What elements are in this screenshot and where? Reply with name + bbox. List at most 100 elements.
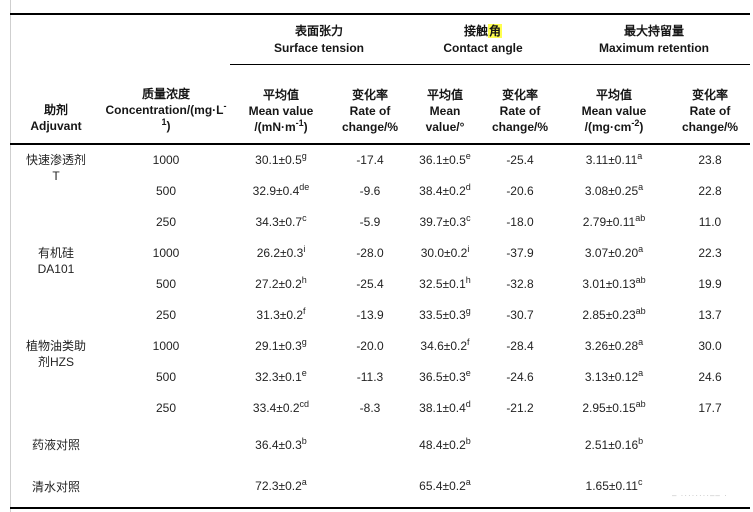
surface-tension-rate-cell: -11.3 xyxy=(356,370,384,384)
concentration-cell: 1000 xyxy=(152,153,180,167)
col-header-mr-mean: 平均值 Mean value/(mg·cm-2) xyxy=(558,64,670,145)
contact-angle-rate-cell: -30.7 xyxy=(506,308,534,322)
contact-angle-mean-cell: 38.4±0.2d xyxy=(419,182,471,199)
surface-tension-mean-cell: 72.3±0.2a xyxy=(255,477,307,494)
group-header-row: 助剂 Adjuvant 质量浓度 Concentration/(mg·L-1) 表面… xyxy=(10,14,751,145)
retention-mean-cell: 3.11±0.11a xyxy=(585,151,643,168)
group-label-cn: 最大持留量 xyxy=(624,23,685,38)
surface-tension-mean-cell: 32.9±0.4de xyxy=(252,182,310,199)
group-header-surface-tension: 表面张力 Surface tension xyxy=(230,14,408,65)
table-row: 250 31.3±0.2f -13.9 33.5±0.3g -30.7 2.85±0.23… xyxy=(10,300,750,331)
concentration-cell xyxy=(102,424,230,466)
surface-tension-mean-cell: 33.4±0.2cd xyxy=(252,399,310,416)
page-edge-line xyxy=(10,0,11,512)
surface-tension-mean-cell: 32.3±0.1e xyxy=(255,368,307,385)
contact-angle-rate-cell: -21.2 xyxy=(506,401,534,415)
contact-angle-mean-cell: 30.0±0.2i xyxy=(420,244,470,261)
table-row: 500 32.9±0.4de -9.6 38.4±0.2d -20.6 3.08±0.25… xyxy=(10,176,750,207)
table-header: 助剂 Adjuvant 质量浓度 Concentration/(mg·L-1) 表面… xyxy=(10,14,751,145)
contact-angle-mean-cell: 65.4±0.2a xyxy=(419,477,471,494)
retention-rate-cell: 11.0 xyxy=(698,215,722,229)
surface-tension-rate-cell: -20.0 xyxy=(356,339,384,353)
surface-tension-rate-cell: -28.0 xyxy=(356,246,384,260)
retention-rate-cell: 13.7 xyxy=(698,308,722,322)
contact-angle-rate-cell: -25.4 xyxy=(506,153,534,167)
contact-angle-mean-cell: 34.6±0.2f xyxy=(420,337,470,354)
table-row: 500 27.2±0.2h -25.4 32.5±0.1h -32.8 3.01±0.13… xyxy=(10,269,750,300)
surface-tension-rate-cell: -17.4 xyxy=(356,153,384,167)
retention-mean-cell: 3.01±0.13ab xyxy=(582,275,646,292)
col-header-mr-rate: 变化率 Rate of change/% xyxy=(670,64,751,145)
col-header-ca-mean: 平均值 Mean value/° xyxy=(408,64,482,145)
retention-rate-cell: 24.6 xyxy=(698,370,722,384)
adjuvant-name-cell: 快速渗透剂 T xyxy=(25,153,86,183)
table-row: 500 32.3±0.1e -11.3 36.5±0.3e -24.6 3.13±0.12… xyxy=(10,362,750,393)
retention-mean-cell: 2.95±0.15ab xyxy=(582,399,646,416)
surface-tension-mean-cell: 30.1±0.5g xyxy=(255,151,307,168)
group-label-en: Surface tension xyxy=(273,40,365,55)
results-table: 助剂 Adjuvant 质量浓度 Concentration/(mg·L-1) 表面… xyxy=(10,13,751,509)
group-label-cn: 表面张力 xyxy=(294,23,343,38)
concentration-cell xyxy=(102,466,230,508)
surface-tension-rate-cell: -25.4 xyxy=(356,277,384,291)
surface-tension-mean-cell: 31.3±0.2f xyxy=(256,306,306,323)
col-header-adjuvant: 助剂 Adjuvant xyxy=(10,14,102,145)
surface-tension-mean-cell: 27.2±0.2h xyxy=(255,275,307,292)
retention-rate-cell: 19.9 xyxy=(698,277,722,291)
concentration-cell: 250 xyxy=(155,401,177,415)
surface-tension-rate-cell: -8.3 xyxy=(359,401,381,415)
contact-angle-mean-cell: 33.5±0.3g xyxy=(419,306,471,323)
col-header-ca-rate: 变化率 Rate of change/% xyxy=(482,64,558,145)
group-label-en: Contact angle xyxy=(443,40,523,55)
retention-rate-cell xyxy=(670,466,750,508)
contact-angle-rate-cell: -37.9 xyxy=(506,246,534,260)
contact-angle-mean-cell: 39.7±0.3c xyxy=(419,213,471,230)
concentration-cell: 500 xyxy=(155,184,177,198)
retention-rate-cell: 22.8 xyxy=(698,184,722,198)
retention-rate-cell: 17.7 xyxy=(698,401,722,415)
table-row: 植物油类助 剂HZS 1000 29.1±0.3g -20.0 34.6±0.2f -28.… xyxy=(10,331,750,370)
contact-angle-rate-cell xyxy=(482,424,558,466)
table-row: 有机硅 DA101 1000 26.2±0.3i -28.0 30.0±0.2i -37.9… xyxy=(10,238,750,277)
concentration-cell: 250 xyxy=(155,308,177,322)
col-header-st-rate: 变化率 Rate of change/% xyxy=(332,64,408,145)
contact-angle-mean-cell: 32.5±0.1h xyxy=(419,275,471,292)
retention-mean-cell: 3.13±0.12a xyxy=(584,368,644,385)
table-row: 250 33.4±0.2cd -8.3 38.1±0.4d -21.2 2.95±0.15… xyxy=(10,393,750,424)
surface-tension-mean-cell: 26.2±0.3i xyxy=(256,244,306,261)
group-header-max-retention: 最大持留量 Maximum retention xyxy=(558,14,751,65)
contact-angle-rate-cell: -24.6 xyxy=(506,370,534,384)
concentration-cell: 500 xyxy=(155,277,177,291)
retention-rate-cell: 22.3 xyxy=(698,246,722,260)
group-label-en: Maximum retention xyxy=(599,40,710,55)
surface-tension-rate-cell: -5.9 xyxy=(359,215,381,229)
retention-mean-cell: 2.79±0.11ab xyxy=(582,213,646,230)
adjuvant-name-cell: 植物油类助 剂HZS xyxy=(25,339,86,369)
adjuvant-name-cell: 清水对照 xyxy=(31,479,80,494)
retention-rate-cell: 23.8 xyxy=(698,153,722,167)
retention-mean-cell: 2.85±0.23ab xyxy=(582,306,646,323)
group-header-contact-angle: 接触角 Contact angle xyxy=(408,14,558,65)
contact-angle-rate-cell: -20.6 xyxy=(506,184,534,198)
table-row: 药液对照 36.4±0.3b 48.4±0.2b 2.51±0.16b xyxy=(10,424,750,466)
contact-angle-rate-cell xyxy=(482,466,558,508)
search-highlight: 角 xyxy=(488,23,503,38)
retention-mean-cell: 1.65±0.11c xyxy=(585,477,643,494)
watermark-artifact: – ········–– · xyxy=(672,491,728,500)
surface-tension-rate-cell xyxy=(332,466,408,508)
surface-tension-rate-cell: -9.6 xyxy=(359,184,381,198)
contact-angle-rate-cell: -32.8 xyxy=(506,277,534,291)
sub-header-row: 平均值 Mean value/(mN·m-1) 变化率 Rate of change/… xyxy=(10,64,751,145)
contact-angle-mean-cell: 36.5±0.3e xyxy=(419,368,471,385)
col-header-st-mean: 平均值 Mean value/(mN·m-1) xyxy=(230,64,332,145)
surface-tension-mean-cell: 36.4±0.3b xyxy=(255,435,307,452)
retention-mean-cell: 3.08±0.25a xyxy=(584,182,644,199)
group-label-cn: 接触 xyxy=(463,23,488,38)
table-body: 快速渗透剂 T 1000 30.1±0.5g -17.4 36.1±0.5e -25.4 3.… xyxy=(10,144,750,508)
retention-rate-cell xyxy=(670,424,750,466)
surface-tension-rate-cell: -13.9 xyxy=(356,308,384,322)
concentration-cell: 1000 xyxy=(152,246,180,260)
contact-angle-rate-cell: -18.0 xyxy=(506,215,534,229)
adjuvant-name-cell: 有机硅 DA101 xyxy=(37,246,75,276)
retention-mean-cell: 2.51±0.16b xyxy=(584,435,644,452)
